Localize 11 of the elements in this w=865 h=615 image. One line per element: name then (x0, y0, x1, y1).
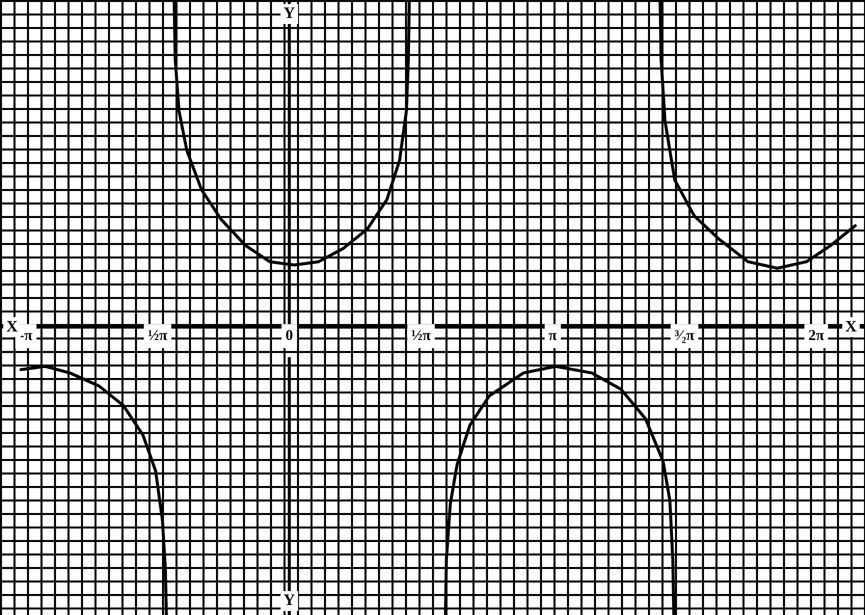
x-tick-label: ½π (411, 328, 432, 344)
x-tick-label: -π (19, 328, 34, 344)
x-tick-label: ³⁄₂π (674, 328, 696, 344)
text: Y (284, 592, 296, 610)
x-tick-label: 2π (808, 328, 825, 344)
y-axis-title: Y (284, 5, 296, 22)
x-axis-title: X (6, 318, 18, 336)
x-tick-label: 0 (286, 328, 294, 344)
x-tick-label: ½π (148, 328, 168, 344)
text: X (845, 318, 857, 336)
x-tick-label: π (548, 328, 558, 344)
